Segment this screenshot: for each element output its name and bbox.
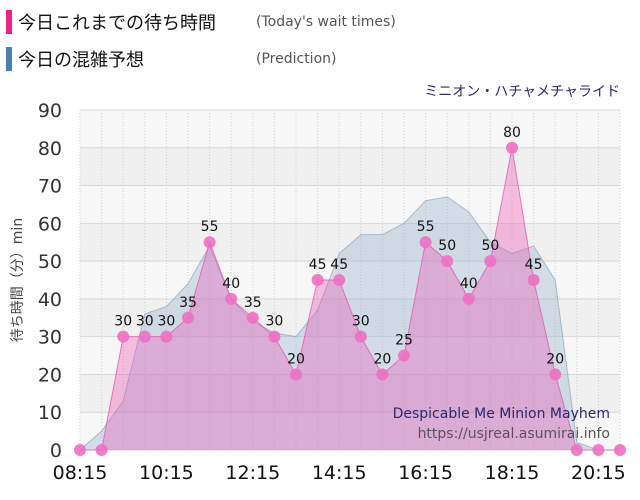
today-point: [462, 292, 475, 305]
y-tick-label: 20: [38, 364, 62, 386]
y-tick-label: 60: [38, 213, 62, 235]
today-point: [592, 444, 605, 456]
y-tick-label: 80: [38, 138, 62, 160]
today-point: [333, 274, 346, 286]
legend-prediction-label: 今日の混雑予想: [18, 50, 144, 71]
today-series-area: [80, 147, 620, 450]
data-label: 55: [417, 219, 435, 235]
data-label: 50: [438, 238, 456, 254]
data-label: 20: [546, 351, 564, 367]
legend-today-label: 今日これまでの待ち時間: [18, 13, 216, 34]
today-point: [614, 444, 626, 456]
data-label: 30: [352, 314, 370, 330]
today-point: [570, 444, 583, 456]
today-point: [268, 330, 281, 343]
data-label: 30: [136, 314, 154, 330]
data-label: 45: [330, 257, 348, 273]
today-point: [246, 311, 259, 324]
plot-band: [80, 147, 620, 186]
x-tick-label: 14:15: [312, 462, 367, 484]
today-point: [527, 274, 540, 286]
today-point: [290, 368, 302, 381]
y-tick-label: 0: [50, 440, 62, 462]
x-tick-label: 10:15: [139, 462, 194, 484]
today-point: [117, 330, 130, 343]
prediction-series-line: [79, 196, 620, 451]
data-label: 20: [287, 351, 305, 367]
y-tick-label: 90: [38, 100, 62, 122]
x-tick-label: 16:15: [398, 462, 453, 484]
ride-name: ミニオン・ハチャメチャライド: [424, 84, 620, 100]
legend-prediction: 今日の混雑予想 (Prediction): [6, 47, 336, 71]
x-tick-label: 08:15: [53, 462, 108, 484]
legend-swatch-today: [6, 10, 12, 34]
today-point: [398, 349, 410, 362]
plot-band: [80, 185, 620, 224]
y-tick-label: 50: [38, 251, 62, 273]
plot-band: [80, 223, 620, 262]
data-label: 45: [525, 257, 543, 273]
today-point: [311, 274, 324, 286]
today-point: [354, 330, 367, 343]
x-tick-label: 20:15: [571, 462, 626, 484]
today-point: [484, 255, 497, 268]
plot-band: [80, 298, 620, 337]
plot-band: [80, 374, 620, 413]
data-label: 35: [179, 295, 197, 311]
today-point: [138, 330, 151, 343]
legend-today: 今日これまでの待ち時間 (Today's wait times): [6, 10, 396, 34]
data-label: 35: [244, 295, 262, 311]
data-label: 30: [265, 314, 283, 330]
today-point: [506, 141, 518, 154]
y-tick-label: 70: [38, 176, 62, 198]
x-tick-label: 12:15: [225, 462, 280, 484]
plot-band: [80, 412, 620, 450]
today-point: [160, 330, 173, 343]
data-label: 50: [481, 238, 499, 254]
today-point: [95, 444, 108, 456]
legend-today-sub: (Today's wait times): [256, 14, 396, 30]
data-label: 30: [157, 314, 175, 330]
today-point: [376, 368, 389, 381]
data-label: 25: [395, 333, 413, 349]
data-label: 55: [201, 219, 219, 235]
data-label: 20: [373, 351, 391, 367]
annotation-source-url: https://usjreal.asumirai.info: [418, 426, 610, 442]
data-label: 40: [460, 276, 478, 292]
today-point: [182, 311, 194, 324]
annotation-ride-title: Despicable Me Minion Mayhem: [393, 406, 610, 422]
today-point: [549, 368, 562, 381]
today-point: [203, 236, 216, 249]
legend-prediction-sub: (Prediction): [256, 51, 337, 67]
y-tick-label: 40: [38, 289, 62, 311]
y-axis-label: 待ち時間（分）min: [10, 218, 26, 342]
y-tick-label: 30: [38, 327, 62, 349]
today-point: [419, 236, 432, 249]
y-tick-label: 10: [38, 402, 62, 424]
data-label: 30: [114, 314, 132, 330]
today-point: [225, 292, 238, 305]
plot-band: [80, 110, 620, 148]
data-label: 80: [503, 125, 521, 141]
data-label: 40: [222, 276, 240, 292]
plot-band: [80, 336, 620, 375]
data-label: 45: [309, 257, 327, 273]
legend-swatch-prediction: [6, 47, 12, 71]
x-tick-label: 18:15: [485, 462, 540, 484]
today-point: [74, 444, 86, 456]
today-point: [441, 255, 454, 268]
